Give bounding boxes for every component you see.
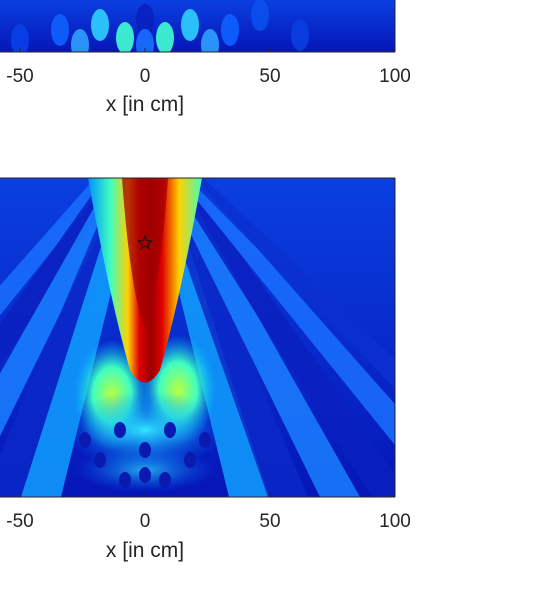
top-x-tick-label: -50 <box>6 66 33 87</box>
star-marker <box>136 234 154 250</box>
top-x-axis: -50 0 50 100 <box>6 48 411 87</box>
bottom-x-tick-label: -50 <box>6 511 33 532</box>
bottom-x-tick-label: 0 <box>140 511 151 532</box>
top-heatmap <box>0 0 395 52</box>
top-x-tick-label: 50 <box>259 66 280 87</box>
bottom-x-tick-label: 100 <box>379 511 411 532</box>
bottom-x-tick-label: 50 <box>259 511 280 532</box>
top-x-tick-label: 0 <box>140 66 151 87</box>
top-x-axis-label: x [in cm] <box>106 93 184 116</box>
bottom-x-axis-label: x [in cm] <box>106 539 184 562</box>
top-x-tick-label: 100 <box>379 66 411 87</box>
bottom-x-axis: -50 0 50 100 <box>6 493 411 532</box>
bottom-heatmap <box>0 178 395 497</box>
